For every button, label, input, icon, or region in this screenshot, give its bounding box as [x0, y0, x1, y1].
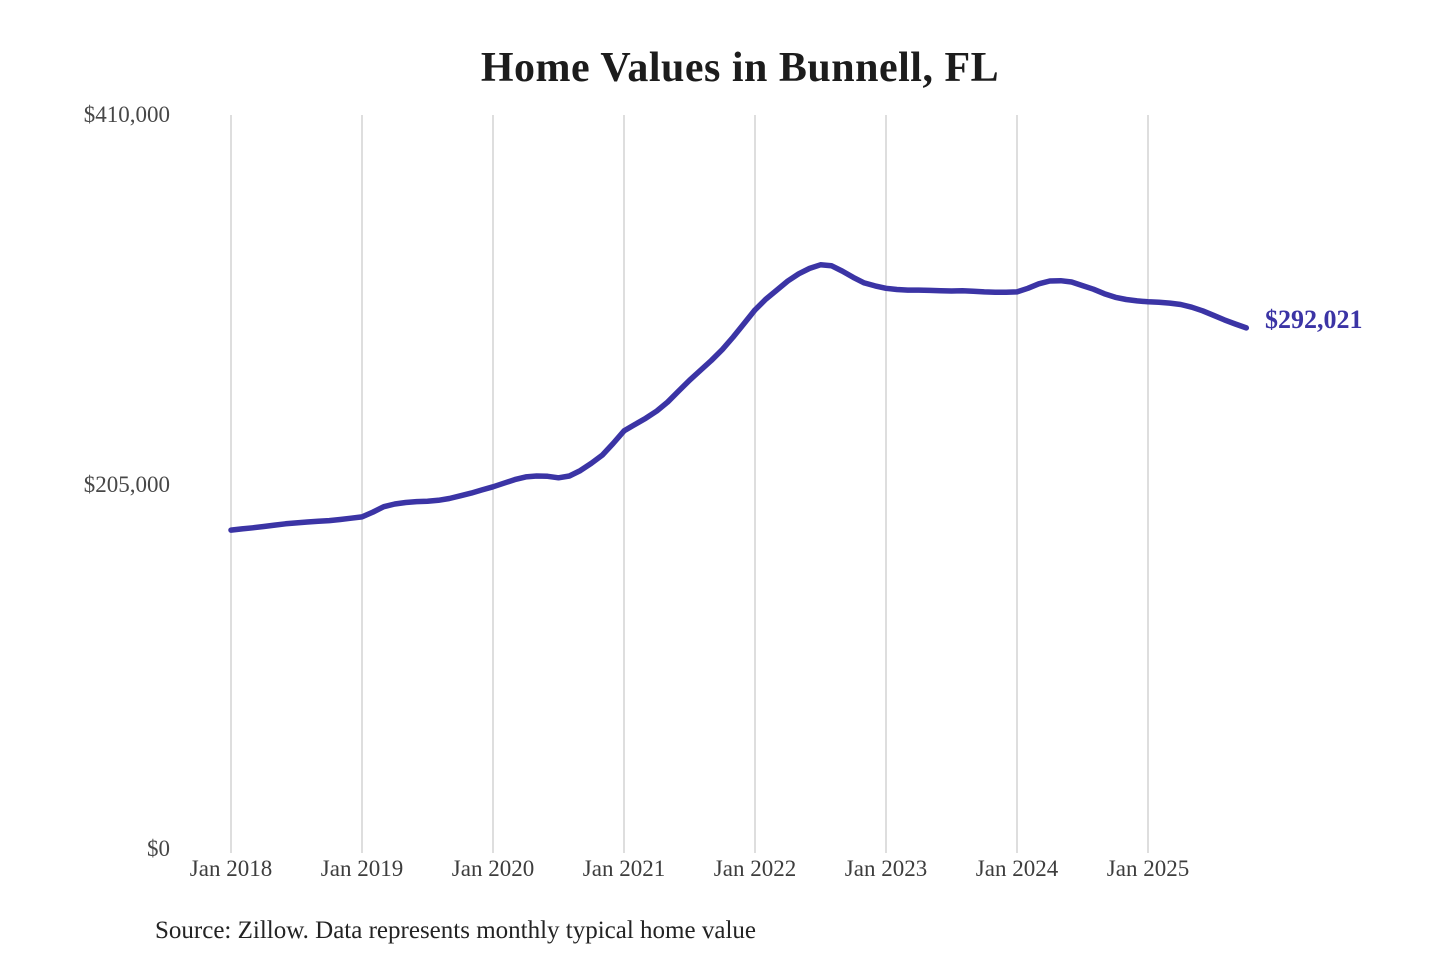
latest-value-label: $292,021	[1265, 305, 1363, 334]
x-tick-label-jan-2022: Jan 2022	[713, 856, 797, 881]
y-tick-label-0: $0	[147, 836, 170, 861]
x-tick-label-jan-2020: Jan 2020	[451, 856, 535, 881]
chart-title: Home Values in Bunnell, FL	[480, 45, 1000, 91]
x-tick-label-jan-2024: Jan 2024	[975, 856, 1059, 881]
home-value-line-series	[228, 262, 1250, 533]
x-tick-label-jan-2018: Jan 2018	[189, 856, 273, 881]
x-tick-label-jan-2025: Jan 2025	[1106, 856, 1190, 881]
y-tick-label-205000: $205,000	[83, 472, 170, 497]
x-tick-label-jan-2019: Jan 2019	[320, 856, 404, 881]
x-tick-label-jan-2023: Jan 2023	[844, 856, 928, 881]
x-tick-label-jan-2021: Jan 2021	[582, 856, 666, 881]
source-note: Source: Zillow. Data represents monthly …	[155, 917, 756, 944]
y-tick-label-410000: $410,000	[83, 102, 170, 127]
